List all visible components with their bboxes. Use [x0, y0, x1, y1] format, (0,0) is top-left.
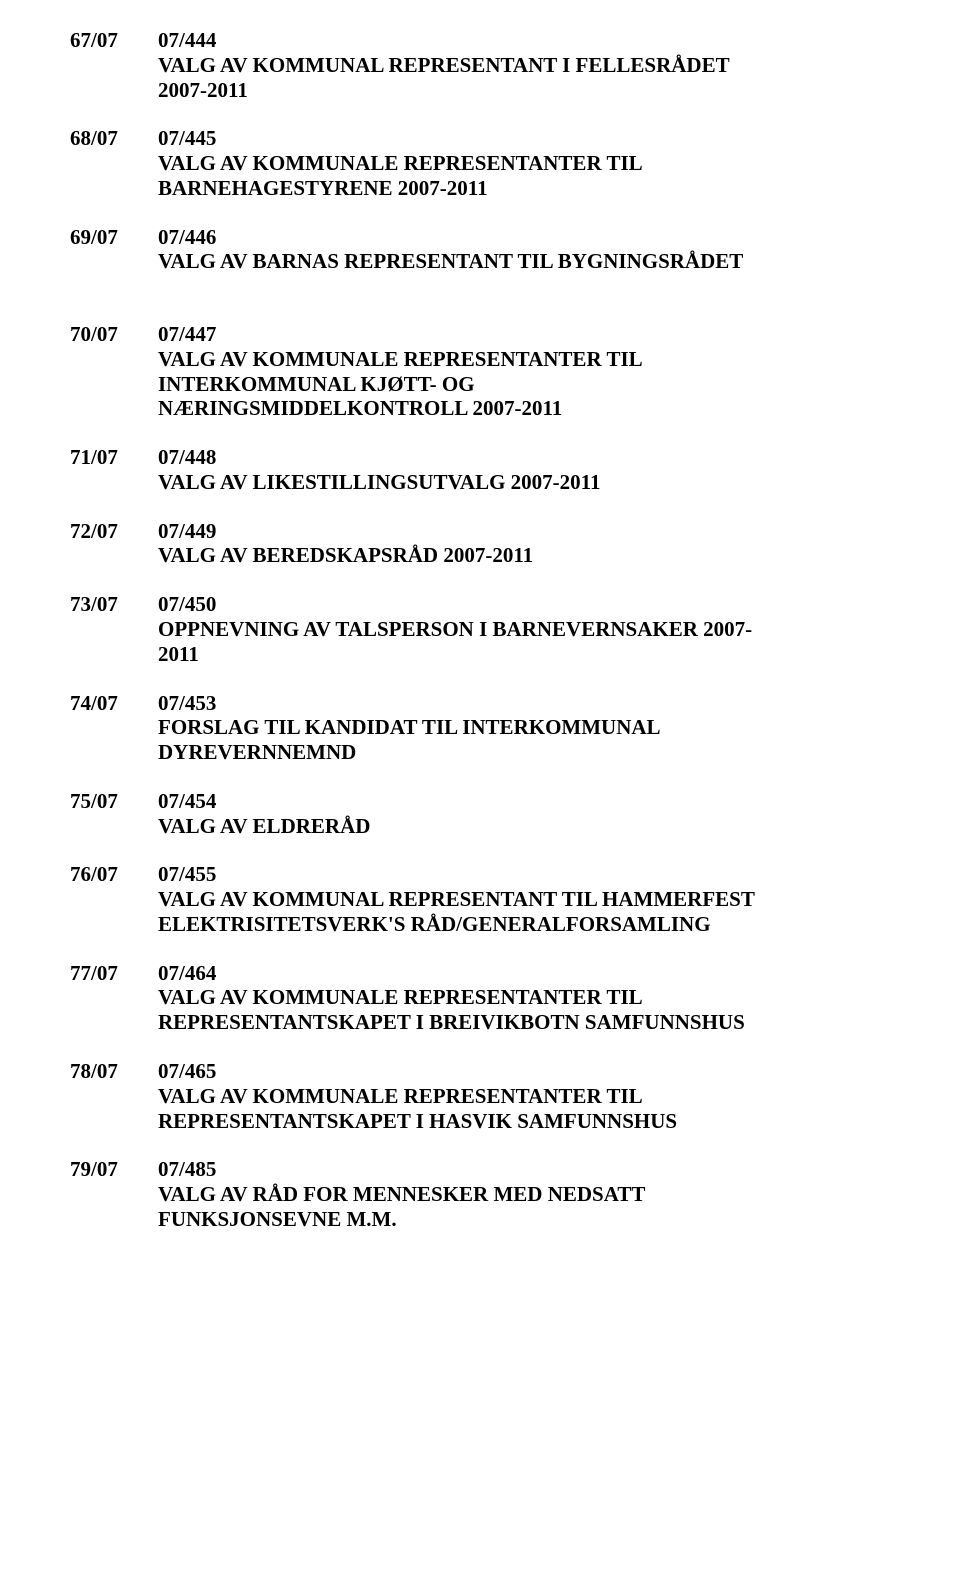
entry-code: 07/445	[158, 126, 890, 151]
entry-code: 07/444	[158, 28, 890, 53]
entry-title-line: REPRESENTANTSKAPET I BREIVIKBOTN SAMFUNN…	[158, 1010, 890, 1035]
agenda-entry: 69/0707/446VALG AV BARNAS REPRESENTANT T…	[70, 225, 890, 275]
entry-title: VALG AV KOMMUNAL REPRESENTANT TIL HAMMER…	[70, 887, 890, 937]
entry-title-line: FUNKSJONSEVNE M.M.	[158, 1207, 890, 1232]
entry-title-line: VALG AV KOMMUNALE REPRESENTANTER TIL	[158, 347, 890, 372]
entry-title-line: FORSLAG TIL KANDIDAT TIL INTERKOMMUNAL	[158, 715, 890, 740]
entry-code: 07/453	[158, 691, 890, 716]
entry-code: 07/454	[158, 789, 890, 814]
entry-header-row: 71/0707/448	[70, 445, 890, 470]
entry-title-line: VALG AV KOMMUNALE REPRESENTANTER TIL	[158, 151, 890, 176]
entry-header-row: 74/0707/453	[70, 691, 890, 716]
entry-header-row: 77/0707/464	[70, 961, 890, 986]
entry-number: 67/07	[70, 28, 158, 53]
entry-code: 07/450	[158, 592, 890, 617]
entry-title-line: INTERKOMMUNAL KJØTT- OG	[158, 372, 890, 397]
entry-title-line: VALG AV RÅD FOR MENNESKER MED NEDSATT	[158, 1182, 890, 1207]
entry-title: OPPNEVNING AV TALSPERSON I BARNEVERNSAKE…	[70, 617, 890, 667]
entry-number: 71/07	[70, 445, 158, 470]
entry-code: 07/447	[158, 322, 890, 347]
entry-title-line: OPPNEVNING AV TALSPERSON I BARNEVERNSAKE…	[158, 617, 890, 642]
entry-title-line: VALG AV BEREDSKAPSRÅD 2007-2011	[158, 543, 890, 568]
entry-header-row: 76/0707/455	[70, 862, 890, 887]
agenda-entry: 77/0707/464VALG AV KOMMUNALE REPRESENTAN…	[70, 961, 890, 1035]
entry-title-line: 2007-2011	[158, 78, 890, 103]
agenda-entry: 70/0707/447VALG AV KOMMUNALE REPRESENTAN…	[70, 322, 890, 421]
entry-code: 07/465	[158, 1059, 890, 1084]
entry-title: VALG AV LIKESTILLINGSUTVALG 2007-2011	[70, 470, 890, 495]
agenda-entry: 71/0707/448VALG AV LIKESTILLINGSUTVALG 2…	[70, 445, 890, 495]
agenda-entry: 76/0707/455VALG AV KOMMUNAL REPRESENTANT…	[70, 862, 890, 936]
entry-header-row: 72/0707/449	[70, 519, 890, 544]
agenda-entry: 72/0707/449VALG AV BEREDSKAPSRÅD 2007-20…	[70, 519, 890, 569]
entry-title: VALG AV KOMMUNALE REPRESENTANTER TILBARN…	[70, 151, 890, 201]
entry-code: 07/448	[158, 445, 890, 470]
document-body: 67/0707/444VALG AV KOMMUNAL REPRESENTANT…	[70, 28, 890, 1232]
entry-code: 07/455	[158, 862, 890, 887]
agenda-entry: 68/0707/445VALG AV KOMMUNALE REPRESENTAN…	[70, 126, 890, 200]
entry-number: 73/07	[70, 592, 158, 617]
entry-title: VALG AV KOMMUNALE REPRESENTANTER TILINTE…	[70, 347, 890, 421]
entry-title: VALG AV BARNAS REPRESENTANT TIL BYGNINGS…	[70, 249, 890, 274]
entry-title: VALG AV BEREDSKAPSRÅD 2007-2011	[70, 543, 890, 568]
entry-number: 70/07	[70, 322, 158, 347]
entry-number: 77/07	[70, 961, 158, 986]
agenda-entry: 73/0707/450OPPNEVNING AV TALSPERSON I BA…	[70, 592, 890, 666]
entry-header-row: 75/0707/454	[70, 789, 890, 814]
entry-code: 07/449	[158, 519, 890, 544]
entry-title: VALG AV RÅD FOR MENNESKER MED NEDSATTFUN…	[70, 1182, 890, 1232]
entry-title-line: VALG AV KOMMUNALE REPRESENTANTER TIL	[158, 985, 890, 1010]
entry-title: VALG AV KOMMUNALE REPRESENTANTER TILREPR…	[70, 985, 890, 1035]
entry-header-row: 68/0707/445	[70, 126, 890, 151]
entry-title: VALG AV KOMMUNAL REPRESENTANT I FELLESRÅ…	[70, 53, 890, 103]
entry-title-line: REPRESENTANTSKAPET I HASVIK SAMFUNNSHUS	[158, 1109, 890, 1134]
entry-number: 69/07	[70, 225, 158, 250]
entry-title-line: 2011	[158, 642, 890, 667]
entry-header-row: 73/0707/450	[70, 592, 890, 617]
entry-title-line: VALG AV ELDRERÅD	[158, 814, 890, 839]
entry-title-line: VALG AV KOMMUNAL REPRESENTANT I FELLESRÅ…	[158, 53, 890, 78]
entry-header-row: 78/0707/465	[70, 1059, 890, 1084]
entry-title-line: VALG AV KOMMUNAL REPRESENTANT TIL HAMMER…	[158, 887, 890, 912]
entry-title: VALG AV KOMMUNALE REPRESENTANTER TILREPR…	[70, 1084, 890, 1134]
agenda-entry: 78/0707/465VALG AV KOMMUNALE REPRESENTAN…	[70, 1059, 890, 1133]
agenda-entry: 75/0707/454VALG AV ELDRERÅD	[70, 789, 890, 839]
agenda-entry: 79/0707/485VALG AV RÅD FOR MENNESKER MED…	[70, 1157, 890, 1231]
entry-code: 07/446	[158, 225, 890, 250]
entry-number: 76/07	[70, 862, 158, 887]
agenda-entry: 74/0707/453FORSLAG TIL KANDIDAT TIL INTE…	[70, 691, 890, 765]
entry-number: 75/07	[70, 789, 158, 814]
entry-number: 79/07	[70, 1157, 158, 1182]
entry-number: 74/07	[70, 691, 158, 716]
entry-number: 68/07	[70, 126, 158, 151]
entry-title-line: VALG AV LIKESTILLINGSUTVALG 2007-2011	[158, 470, 890, 495]
entry-title-line: DYREVERNNEMND	[158, 740, 890, 765]
entry-title-line: ELEKTRISITETSVERK'S RÅD/GENERALFORSAMLIN…	[158, 912, 890, 937]
entry-header-row: 79/0707/485	[70, 1157, 890, 1182]
entry-title: FORSLAG TIL KANDIDAT TIL INTERKOMMUNALDY…	[70, 715, 890, 765]
entry-title: VALG AV ELDRERÅD	[70, 814, 890, 839]
entry-title-line: VALG AV BARNAS REPRESENTANT TIL BYGNINGS…	[158, 249, 890, 274]
entry-code: 07/464	[158, 961, 890, 986]
entry-header-row: 67/0707/444	[70, 28, 890, 53]
entry-number: 78/07	[70, 1059, 158, 1084]
entry-code: 07/485	[158, 1157, 890, 1182]
entry-header-row: 69/0707/446	[70, 225, 890, 250]
entry-title-line: NÆRINGSMIDDELKONTROLL 2007-2011	[158, 396, 890, 421]
entry-title-line: BARNEHAGESTYRENE 2007-2011	[158, 176, 890, 201]
entry-number: 72/07	[70, 519, 158, 544]
agenda-entry: 67/0707/444VALG AV KOMMUNAL REPRESENTANT…	[70, 28, 890, 102]
entry-header-row: 70/0707/447	[70, 322, 890, 347]
entry-title-line: VALG AV KOMMUNALE REPRESENTANTER TIL	[158, 1084, 890, 1109]
